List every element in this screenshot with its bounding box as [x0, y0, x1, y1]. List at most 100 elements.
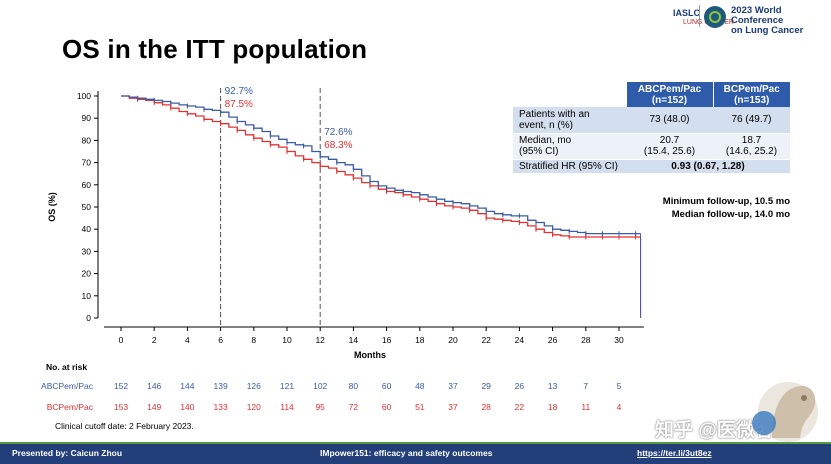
at-risk-count: 120: [247, 402, 261, 412]
table-header-row: ABCPem/Pac (n=152) BCPem/Pac (n=153): [513, 82, 790, 107]
footer-link[interactable]: https://ter.li/3ut8ez: [637, 448, 712, 458]
footer-study: IMpower151: efficacy and safety outcomes: [320, 448, 493, 458]
wclc-emblem-icon: [704, 6, 726, 28]
annotation-bc-6: 87.5%: [225, 99, 253, 110]
x-tick-label: 2: [152, 335, 157, 345]
x-axis-title: Months: [354, 350, 386, 360]
at-risk-count: 60: [382, 402, 392, 412]
header-bc-name: BCPem/Pac: [723, 83, 780, 95]
x-tick-label: 0: [119, 335, 124, 345]
at-risk-count: 133: [214, 402, 228, 412]
mascot-logo-icon: [752, 382, 818, 442]
y-tick-label: 0: [86, 313, 91, 323]
at-risk-count: 37: [448, 381, 458, 391]
x-tick-label: 30: [614, 335, 624, 345]
x-tick-label: 16: [382, 335, 392, 345]
conference-name-line1: 2023 World Conference: [731, 5, 784, 26]
at-risk-count: 95: [315, 402, 325, 412]
y-tick-label: 10: [82, 291, 92, 301]
at-risk-count: 4: [617, 402, 622, 412]
x-tick-label: 24: [515, 335, 525, 345]
at-risk-count: 72: [349, 402, 359, 412]
table-header-blank: [513, 82, 627, 107]
events-abc: 73 (48.0): [626, 107, 713, 134]
y-tick-label: 60: [82, 180, 92, 190]
y-axis-title: OS (%): [47, 192, 57, 222]
median-label-line2: (95% CI): [519, 146, 559, 157]
landmark-annotations: 92.7% 87.5% 72.6% 68.3%: [225, 86, 353, 151]
table-row-median: Median, mo (95% CI) 20.7 (15.4, 25.6) 18…: [513, 133, 790, 160]
at-risk-count: 121: [280, 381, 294, 391]
y-tick-label: 40: [82, 224, 92, 234]
y-tick-label: 70: [82, 158, 92, 168]
y-tick-label: 50: [82, 202, 92, 212]
iaslc-logo-text: IASLC: [673, 8, 700, 18]
at-risk-count: 126: [247, 381, 261, 391]
at-risk-count: 48: [415, 381, 425, 391]
x-tick-label: 18: [415, 335, 425, 345]
x-tick-label: 12: [315, 335, 325, 345]
x-tick-label: 8: [251, 335, 256, 345]
hazard-ratio-table: ABCPem/Pac (n=152) BCPem/Pac (n=153) Pat…: [513, 82, 790, 174]
at-risk-count: 28: [481, 402, 491, 412]
conference-logo: IASLC LUNG CANCER 2023 World Conference …: [668, 3, 828, 36]
at-risk-count: 26: [515, 381, 525, 391]
median-abc-ci: (15.4, 25.6): [643, 146, 696, 157]
header-abc-n: (n=152): [651, 94, 688, 106]
annotation-abc-6: 92.7%: [225, 86, 253, 97]
at-risk-table: No. at risk ABCPem/Pac 152 146 144 139 126 121 1…: [41, 362, 622, 412]
y-tick-label: 30: [82, 246, 92, 256]
x-tick-label: 28: [581, 335, 591, 345]
y-tick-label: 100: [77, 91, 91, 101]
median-label: Median, mo (95% CI): [513, 133, 626, 160]
y-tick-label: 90: [82, 113, 92, 123]
at-risk-count: 80: [349, 381, 359, 391]
x-tick-label: 14: [349, 335, 359, 345]
at-risk-title: No. at risk: [46, 362, 87, 372]
at-risk-count: 152: [114, 381, 128, 391]
follow-up-summary: Minimum follow-up, 10.5 mo Median follow…: [600, 195, 790, 221]
at-risk-label-BCPem/Pac: BCPem/Pac: [47, 402, 94, 412]
events-label: Patients with an event, n (%): [513, 107, 626, 134]
at-risk-count: 144: [180, 381, 194, 391]
at-risk-count: 13: [548, 381, 558, 391]
x-tick-label: 22: [481, 335, 491, 345]
x-tick-label: 26: [548, 335, 558, 345]
conference-name: 2023 World Conference on Lung Cancer: [731, 6, 831, 36]
at-risk-count: 11: [581, 402, 590, 412]
y-tick-label: 80: [82, 135, 92, 145]
annotation-bc-12: 68.3%: [324, 140, 352, 151]
hr-value: 0.93 (0.67, 1.28): [626, 159, 790, 174]
y-tick-label: 20: [82, 269, 92, 279]
zhihu-watermark: 知乎 @医微客: [655, 420, 774, 441]
median-abc-value: 20.7: [659, 135, 680, 146]
x-tick-label: 20: [448, 335, 458, 345]
events-label-line1: Patients with an: [519, 108, 590, 120]
table-row-hr: Stratified HR (95% CI) 0.93 (0.67, 1.28): [513, 159, 790, 174]
at-risk-count: 114: [280, 402, 294, 412]
events-bc: 76 (49.7): [713, 107, 790, 134]
x-tick-label: 6: [218, 335, 223, 345]
conference-name-line2: on Lung Cancer: [731, 25, 804, 36]
header-bc-n: (n=153): [734, 94, 770, 106]
median-bc-ci: (14.6, 25.2): [725, 146, 778, 157]
at-risk-count: 29: [481, 381, 491, 391]
at-risk-count: 18: [548, 402, 558, 412]
at-risk-count: 5: [617, 381, 622, 391]
median-follow-up: Median follow-up, 14.0 mo: [671, 209, 790, 220]
slide-title: OS in the ITT population: [62, 34, 368, 64]
footer-bar: Presented by: Caicun Zhou IMpower151: ef…: [0, 442, 831, 464]
survival-curves: [121, 95, 642, 318]
hr-label: Stratified HR (95% CI): [513, 159, 626, 174]
at-risk-count: 149: [147, 402, 161, 412]
annotation-abc-12: 72.6%: [324, 127, 352, 138]
logo-divider: [699, 5, 700, 27]
table-header-abc: ABCPem/Pac (n=152): [626, 82, 714, 107]
at-risk-count: 37: [448, 402, 458, 412]
at-risk-count: 140: [180, 402, 194, 412]
table-header-bc: BCPem/Pac (n=153): [713, 82, 790, 107]
x-tick-label: 4: [185, 335, 190, 345]
median-bc-value: 18.7: [741, 135, 762, 146]
